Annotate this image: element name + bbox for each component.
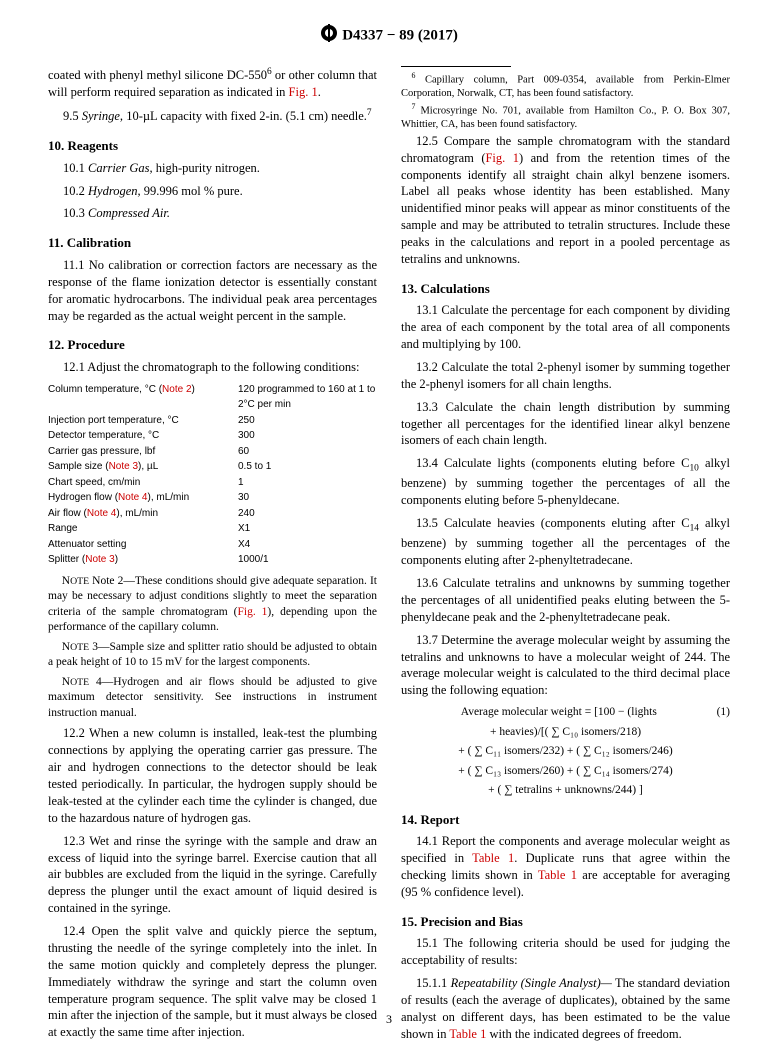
cond-value: 240 <box>228 506 377 522</box>
cond-value: 60 <box>228 444 377 460</box>
p133: 13.3 Calculate the chain length distribu… <box>401 399 730 450</box>
table1-link[interactable]: Table 1 <box>472 851 514 865</box>
p121: 12.1 Adjust the chromatograph to the fol… <box>48 359 377 376</box>
cond-label: Chart speed, cm/min <box>48 475 228 491</box>
p135: 13.5 Calculate heavies (components eluti… <box>401 515 730 569</box>
content-columns: coated with phenyl methyl silicone DC-55… <box>48 66 730 1050</box>
cond-value: 300 <box>228 428 377 444</box>
equation1: Average molecular weight = [100 − (light… <box>401 705 730 721</box>
cond-value: X4 <box>228 537 377 553</box>
p141: 14.1 Report the components and average m… <box>401 833 730 901</box>
h13: 13. Calculations <box>401 280 730 298</box>
cond-value: 1000/1 <box>228 552 377 568</box>
astm-logo-icon <box>320 24 338 48</box>
cond-label: Range <box>48 521 228 537</box>
note-link[interactable]: Note 2 <box>162 384 191 395</box>
note-link[interactable]: Note 3 <box>109 461 138 472</box>
p125: 12.5 Compare the sample chromatogram wit… <box>401 133 730 268</box>
h11: 11. Calibration <box>48 234 377 252</box>
header-text: D4337 − 89 (2017) <box>342 28 458 44</box>
p102: 10.2 Hydrogen, 99.996 mol % pure. <box>48 183 377 200</box>
p123: 12.3 Wet and rinse the syringe with the … <box>48 833 377 917</box>
note-link[interactable]: Note 4 <box>118 492 147 503</box>
p1511: 15.1.1 Repeatability (Single Analyst)— T… <box>401 975 730 1043</box>
cond-label: Air flow (Note 4), mL/min <box>48 506 228 522</box>
equation4: + ( ∑ C₁₃ isomers/260) + ( ∑ C₁₄ isomers… <box>401 764 730 780</box>
p151: 15.1 The following criteria should be us… <box>401 935 730 969</box>
h10: 10. Reagents <box>48 137 377 155</box>
cond-value: 30 <box>228 490 377 506</box>
note-link[interactable]: Note 3 <box>85 554 114 565</box>
cond-label: Sample size (Note 3), µL <box>48 459 228 475</box>
equation3: + ( ∑ C₁₁ isomers/232) + ( ∑ C₁₂ isomers… <box>401 744 730 760</box>
fig1-link[interactable]: Fig. 1 <box>237 606 267 618</box>
h15: 15. Precision and Bias <box>401 913 730 931</box>
h14: 14. Report <box>401 811 730 829</box>
cond-value: 250 <box>228 413 377 429</box>
cond-label: Hydrogen flow (Note 4), mL/min <box>48 490 228 506</box>
cond-label: Carrier gas pressure, lbf <box>48 444 228 460</box>
cond-label: Injection port temperature, °C <box>48 413 228 429</box>
cond-label: Splitter (Note 3) <box>48 552 228 568</box>
p101: 10.1 Carrier Gas, high-purity nitrogen. <box>48 160 377 177</box>
note4: NOTE 4—Hydrogen and air flows should be … <box>48 675 377 722</box>
p103: 10.3 Compressed Air. <box>48 205 377 222</box>
table1-link[interactable]: Table 1 <box>449 1027 486 1041</box>
note-link[interactable]: Note 4 <box>87 508 116 519</box>
equation5: + ( ∑ tetralins + unknowns/244) ] <box>401 783 730 799</box>
table1-link[interactable]: Table 1 <box>538 868 577 882</box>
p134: 13.4 Calculate lights (components elutin… <box>401 455 730 509</box>
note2: NOTE Note 2—These conditions should give… <box>48 574 377 636</box>
p136: 13.6 Calculate tetralins and unknowns by… <box>401 575 730 626</box>
fig1-link[interactable]: Fig. 1 <box>289 85 318 99</box>
p137: 13.7 Determine the average molecular wei… <box>401 632 730 700</box>
cond-value: 1 <box>228 475 377 491</box>
intro-para: coated with phenyl methyl silicone DC-55… <box>48 66 377 101</box>
fig1-link[interactable]: Fig. 1 <box>485 151 518 165</box>
cond-value: 0.5 to 1 <box>228 459 377 475</box>
cond-label: Column temperature, °C (Note 2) <box>48 382 228 413</box>
page-number: 3 <box>0 1011 778 1027</box>
cond-value: X1 <box>228 521 377 537</box>
p111: 11.1 No calibration or correction factor… <box>48 257 377 325</box>
page-header: D4337 − 89 (2017) <box>48 24 730 48</box>
cond-label: Detector temperature, °C <box>48 428 228 444</box>
cond-value: 120 programmed to 160 at 1 to 2°C per mi… <box>228 382 377 413</box>
note3: NOTE 3—Sample size and splitter ratio sh… <box>48 640 377 671</box>
p131: 13.1 Calculate the percentage for each c… <box>401 302 730 353</box>
p122: 12.2 When a new column is installed, lea… <box>48 725 377 826</box>
footnote6: 6 Capillary column, Part 009-0354, avail… <box>401 71 730 100</box>
p132: 13.2 Calculate the total 2-phenyl isomer… <box>401 359 730 393</box>
p95: 9.5 Syringe, 10-µL capacity with fixed 2… <box>48 107 377 125</box>
cond-label: Attenuator setting <box>48 537 228 553</box>
footnote-rule <box>401 66 511 67</box>
conditions-table: Column temperature, °C (Note 2)120 progr… <box>48 382 377 568</box>
h12: 12. Procedure <box>48 336 377 354</box>
footnote7: 7 Microsyringe No. 701, available from H… <box>401 102 730 131</box>
equation2: + heavies)/[( ∑ C₁₀ isomers/218) <box>401 725 730 741</box>
